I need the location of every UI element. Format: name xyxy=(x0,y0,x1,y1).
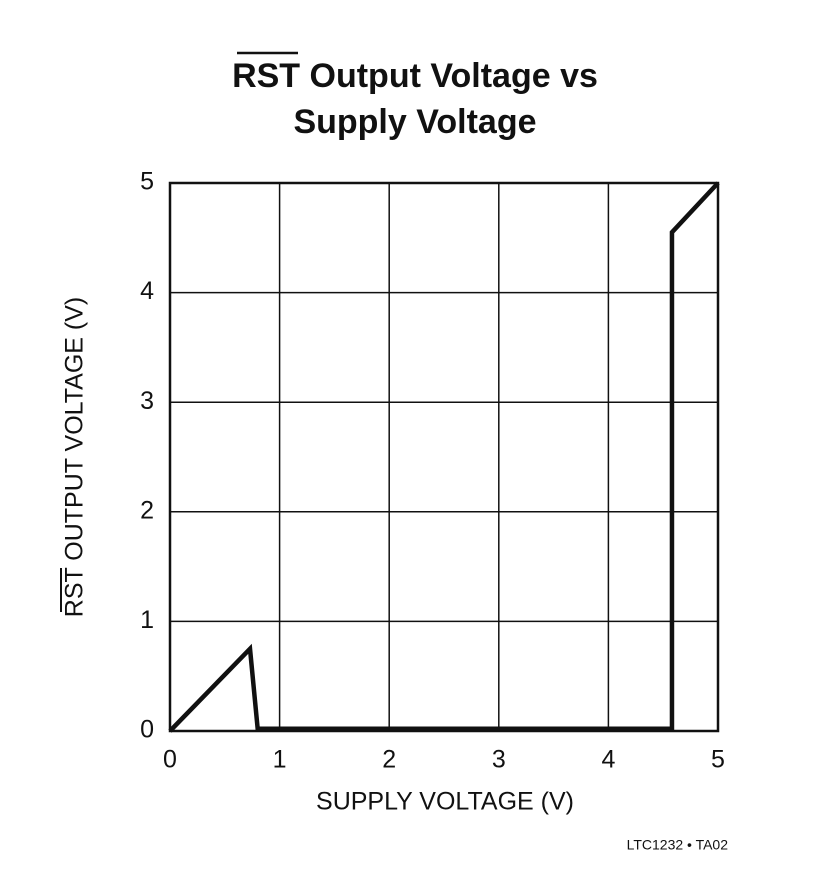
x-tick-label: 3 xyxy=(492,746,506,774)
x-axis-label: SUPPLY VOLTAGE (V) xyxy=(316,788,574,816)
x-tick-label: 4 xyxy=(601,746,615,774)
x-tick-label: 0 xyxy=(163,746,177,774)
chart-title: Supply Voltage xyxy=(293,103,536,141)
y-axis-label: RST OUTPUT VOLTAGE (V) xyxy=(61,297,89,617)
y-tick-label: 4 xyxy=(140,277,154,305)
y-tick-label: 5 xyxy=(140,168,154,196)
data-line xyxy=(168,181,720,733)
x-tick-label: 1 xyxy=(273,746,287,774)
chart-title: RST Output Voltage vs xyxy=(232,57,598,95)
x-tick-label: 5 xyxy=(711,746,725,774)
x-tick-label: 2 xyxy=(382,746,396,774)
y-tick-label: 1 xyxy=(140,606,154,634)
y-tick-label: 0 xyxy=(140,716,154,744)
y-tick-label: 3 xyxy=(140,387,154,415)
footnote: LTC1232 • TA02 xyxy=(627,837,729,853)
y-tick-label: 2 xyxy=(140,496,154,524)
